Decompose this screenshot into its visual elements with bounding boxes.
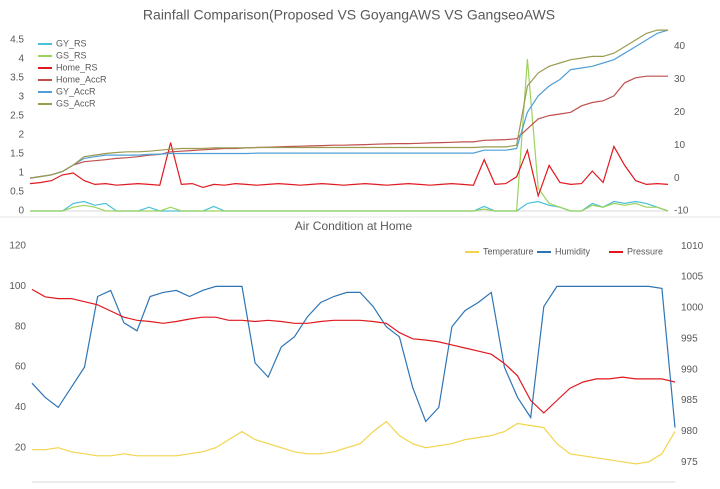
y-tick-label: 2.5 (10, 111, 24, 122)
legend-label: GY_AccR (56, 86, 96, 96)
y-tick-label: 120 (9, 241, 26, 252)
series-line (31, 285, 676, 428)
y2-tick-label: 1000 (681, 303, 704, 314)
legend-label: Home_RS (56, 62, 98, 72)
chart-title: Air Condition at Home (295, 219, 413, 233)
legend-label: GS_AccR (56, 98, 96, 108)
chart-title: Rainfall Comparison(Proposed VS GoyangAW… (143, 7, 555, 23)
series-line (30, 58, 669, 212)
legend-label: GS_RS (56, 50, 87, 60)
y-tick-label: 1.5 (10, 149, 24, 160)
y-tick-label: 40 (15, 402, 27, 413)
series-line (29, 75, 668, 179)
y-tick-label: 0.5 (10, 187, 24, 198)
y2-tick-label: 990 (681, 364, 698, 375)
y2-tick-label: 995 (681, 333, 698, 344)
y-tick-label: 2 (18, 130, 24, 141)
series-line (29, 29, 669, 179)
y2-tick-label: 975 (681, 457, 698, 468)
y-tick-label: 100 (9, 281, 26, 292)
y2-tick-label: 1010 (681, 241, 704, 252)
y-tick-label: 60 (15, 362, 27, 373)
y-tick-label: 3 (18, 92, 24, 103)
y2-tick-label: -10 (674, 206, 689, 217)
y2-tick-label: 1005 (681, 272, 704, 283)
y2-tick-label: 980 (681, 426, 698, 437)
y2-tick-label: 20 (674, 107, 686, 118)
y-tick-label: 0 (18, 206, 24, 217)
y-tick-label: 3.5 (10, 73, 24, 84)
series-line (31, 288, 676, 414)
y-tick-label: 1 (18, 168, 24, 179)
y2-tick-label: 0 (674, 173, 680, 184)
y2-tick-label: 985 (681, 395, 698, 406)
legend-label: Pressure (627, 246, 663, 256)
y-tick-label: 4.5 (10, 35, 24, 46)
series-line (32, 420, 676, 465)
y-tick-label: 4 (18, 54, 24, 65)
legend-label: Temperature (483, 246, 534, 256)
series-line (29, 142, 669, 198)
y-tick-label: 20 (15, 442, 27, 453)
series-line (30, 200, 669, 212)
legend-label: Humidity (555, 246, 591, 256)
series-line (29, 29, 668, 179)
legend-label: GY_RS (56, 38, 87, 48)
y2-tick-label: 40 (674, 41, 686, 52)
y2-tick-label: 10 (674, 140, 686, 151)
y2-tick-label: 30 (674, 74, 686, 85)
legend-label: Home_AccR (56, 74, 107, 84)
y-tick-label: 80 (15, 321, 27, 332)
